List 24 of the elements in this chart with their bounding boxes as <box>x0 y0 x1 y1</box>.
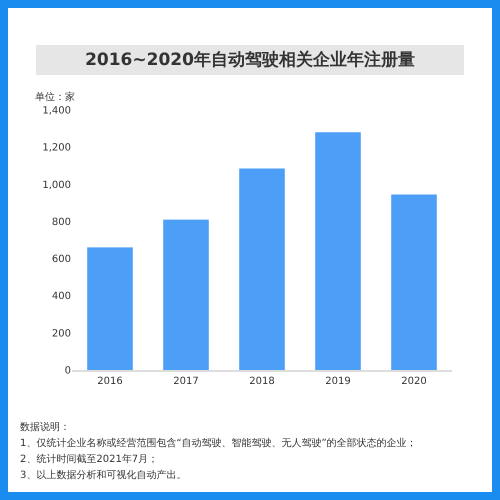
x-tick-label: 2016 <box>97 376 123 387</box>
bar <box>87 247 133 370</box>
text: 1、仅统计企业名称或经营范围包含“自动驾驶、智能驾驶、无人驾驶”的全部状态的企业； <box>20 436 418 451</box>
chart-title: 2016~2020年自动驾驶相关企业年注册量 <box>36 45 464 75</box>
x-tick-label: 2018 <box>249 376 275 387</box>
y-axis-title: 单位：家 <box>35 90 75 104</box>
bar <box>391 194 437 370</box>
y-tick-label: 400 <box>52 291 71 302</box>
y-tick-label: 1,400 <box>42 106 71 116</box>
bar <box>239 168 285 370</box>
y-tick-label: 1,200 <box>42 142 71 154</box>
x-tick-label: 2019 <box>325 376 351 387</box>
text: 3、以上数据分析和可视化自动产出。 <box>20 468 188 483</box>
y-tick-label: 1,000 <box>42 180 71 191</box>
x-tick-label: 2017 <box>173 376 199 387</box>
text: 数据说明： <box>20 421 71 435</box>
y-tick-label: 600 <box>52 254 71 266</box>
bar <box>315 132 361 370</box>
y-tick-label: 800 <box>52 216 71 228</box>
bar <box>163 220 209 370</box>
y-tick-label: 0 <box>64 366 71 376</box>
text: 2、统计时间截至2021年7月； <box>20 452 160 467</box>
x-tick-label: 2020 <box>401 376 427 387</box>
y-tick-label: 200 <box>52 328 71 340</box>
